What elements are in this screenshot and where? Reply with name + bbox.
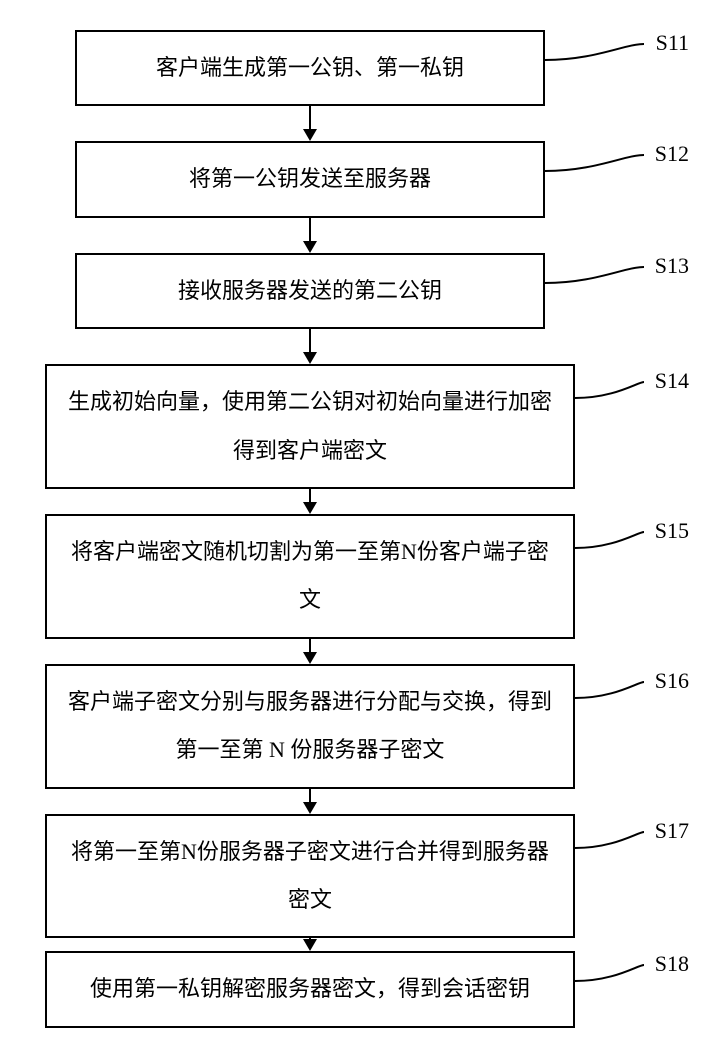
- arrow-down-icon: [309, 489, 311, 514]
- step-label-S17: S17: [655, 818, 689, 844]
- step-row-S13: 接收服务器发送的第二公钥 S13: [20, 253, 689, 329]
- step-row-S11: 客户端生成第一公钥、第一私钥 S11: [20, 30, 689, 106]
- step-label-S15: S15: [655, 518, 689, 544]
- step-box-S11: 客户端生成第一公钥、第一私钥: [75, 30, 545, 106]
- step-label-S13: S13: [655, 253, 689, 279]
- step-row-S14: 生成初始向量，使用第二公钥对初始向量进行加密得到客户端密文 S14: [20, 364, 689, 489]
- arrow-down-icon: [309, 789, 311, 814]
- step-row-S15: 将客户端密文随机切割为第一至第N份客户端子密文 S15: [20, 514, 689, 639]
- arrow-down-icon: [309, 218, 311, 253]
- arrow-down-icon: [309, 639, 311, 664]
- arrow-down-icon: [309, 106, 311, 141]
- step-box-S18: 使用第一私钥解密服务器密文，得到会话密钥: [45, 951, 575, 1027]
- step-row-S17: 将第一至第N份服务器子密文进行合并得到服务器密文 S17: [20, 814, 689, 939]
- step-box-S12: 将第一公钥发送至服务器: [75, 141, 545, 217]
- flowchart-container: 客户端生成第一公钥、第一私钥 S11 将第一公钥发送至服务器 S12 接收服务器发送的第…: [20, 30, 689, 1028]
- step-label-S14: S14: [655, 368, 689, 394]
- arrow-down-icon: [309, 329, 311, 364]
- step-label-S18: S18: [655, 951, 689, 977]
- step-row-S12: 将第一公钥发送至服务器 S12: [20, 141, 689, 217]
- step-box-S13: 接收服务器发送的第二公钥: [75, 253, 545, 329]
- step-label-S16: S16: [655, 668, 689, 694]
- step-box-S16: 客户端子密文分别与服务器进行分配与交换，得到第一至第 N 份服务器子密文: [45, 664, 575, 789]
- step-label-S11: S11: [656, 30, 689, 56]
- step-box-S17: 将第一至第N份服务器子密文进行合并得到服务器密文: [45, 814, 575, 939]
- step-row-S18: 使用第一私钥解密服务器密文，得到会话密钥 S18: [20, 951, 689, 1027]
- step-label-S12: S12: [655, 141, 689, 167]
- step-row-S16: 客户端子密文分别与服务器进行分配与交换，得到第一至第 N 份服务器子密文 S16: [20, 664, 689, 789]
- step-box-S15: 将客户端密文随机切割为第一至第N份客户端子密文: [45, 514, 575, 639]
- arrow-down-icon: [309, 938, 311, 951]
- step-box-S14: 生成初始向量，使用第二公钥对初始向量进行加密得到客户端密文: [45, 364, 575, 489]
